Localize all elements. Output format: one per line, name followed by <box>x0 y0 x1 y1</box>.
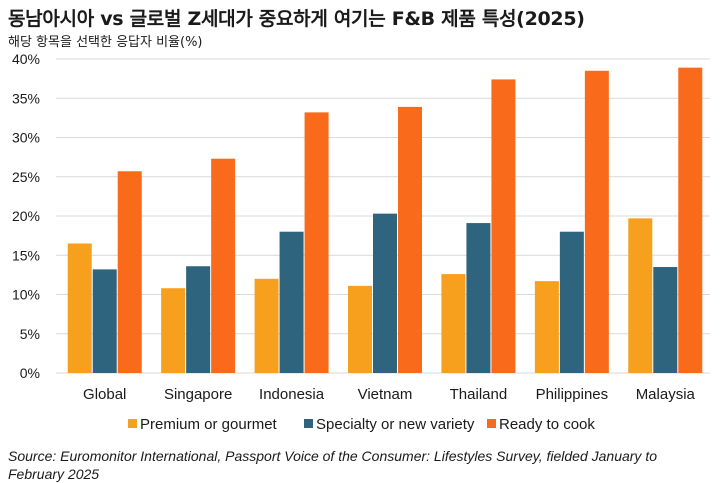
bar <box>441 274 466 373</box>
y-tick-label: 30% <box>12 130 40 146</box>
y-tick-label: 35% <box>12 90 40 106</box>
x-tick-label: Indonesia <box>259 386 325 403</box>
y-tick-label: 15% <box>12 247 40 263</box>
y-tick-label: 0% <box>20 365 40 381</box>
bar <box>466 223 491 373</box>
x-tick-label: Thailand <box>450 386 508 403</box>
bar <box>398 106 422 373</box>
bar <box>254 278 279 373</box>
bar <box>653 267 678 373</box>
y-tick-label: 20% <box>12 208 40 224</box>
legend-swatch <box>487 419 496 428</box>
chart-title: 동남아시아 vs 글로벌 Z세대가 중요하게 여기는 F&B 제품 특성(202… <box>8 8 585 30</box>
bar <box>559 231 584 373</box>
bar <box>211 158 236 373</box>
legend-label: Specialty or new variety <box>316 416 475 433</box>
bar <box>373 213 397 373</box>
chart-subtitle: 해당 항목을 선택한 응답자 비율(%) <box>8 35 203 50</box>
bar <box>534 281 559 373</box>
legend-swatch <box>304 419 313 428</box>
legend-label: Premium or gourmet <box>140 416 278 433</box>
x-tick-label: Vietnam <box>358 386 413 403</box>
bar <box>186 266 211 373</box>
y-tick-label: 25% <box>12 169 40 185</box>
bar <box>584 70 609 374</box>
bar <box>678 67 703 373</box>
bar <box>67 243 92 373</box>
bar <box>348 285 372 373</box>
legend-label: Ready to cook <box>499 416 595 433</box>
y-tick-label: 5% <box>20 326 40 342</box>
x-tick-label: Global <box>83 386 126 403</box>
bar <box>491 79 516 373</box>
x-tick-label: Singapore <box>164 386 232 403</box>
y-tick-label: 10% <box>12 287 40 303</box>
y-tick-label: 40% <box>12 51 40 67</box>
bar <box>628 218 653 373</box>
x-tick-label: Philippines <box>536 386 609 403</box>
legend-swatch <box>128 419 137 428</box>
bar <box>279 231 304 373</box>
bar <box>117 171 142 373</box>
x-tick-label: Malaysia <box>636 386 696 403</box>
bar <box>161 288 186 373</box>
bar <box>92 269 117 373</box>
source-note: Source: Euromonitor International, Passp… <box>8 448 657 482</box>
bar <box>304 112 329 373</box>
